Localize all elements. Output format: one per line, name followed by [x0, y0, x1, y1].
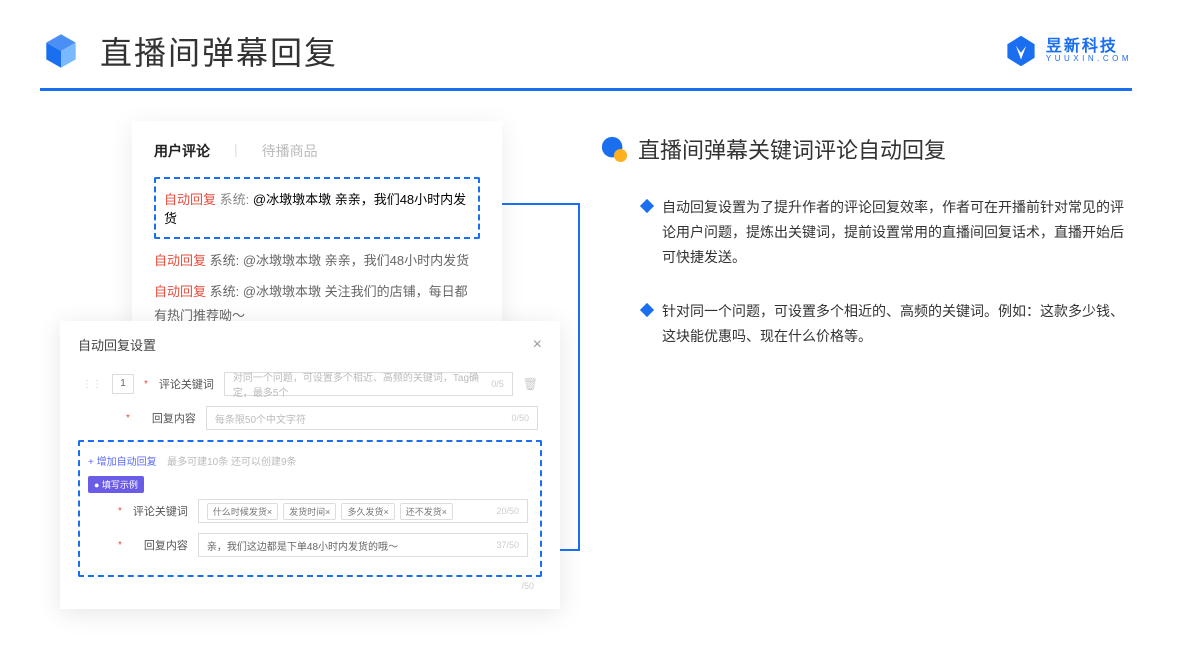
tag-chip[interactable]: 多久发货×: [341, 503, 394, 520]
comments-card: 用户评论 | 待播商品 自动回复 系统: @冰墩墩本墩 亲亲，我们48小时内发货…: [132, 121, 502, 355]
example-box: + 增加自动回复 最多可建10条 还可以创建9条 ● 填写示例 * 评论关键词 …: [78, 440, 542, 577]
tabs: 用户评论 | 待播商品: [154, 141, 480, 161]
keyword-placeholder: 对同一个问题，可设置多个相近、高频的关键词，Tag确定，最多5个: [233, 369, 491, 399]
auto-reply-tag: 自动回复: [154, 253, 206, 268]
content-row: * 回复内容 每条限50个中文字符 0/50: [78, 406, 542, 430]
brand-logo-icon: [1004, 34, 1038, 68]
example-badge: ● 填写示例: [88, 476, 144, 493]
keyword-label: 评论关键词: [158, 376, 214, 392]
auto-reply-tag: 自动回复: [154, 284, 206, 299]
comment-line-2: 自动回复 系统: @冰墩墩本墩 亲亲，我们48小时内发货: [154, 249, 480, 274]
delete-icon[interactable]: 🗑: [523, 377, 538, 391]
connector-line: [502, 203, 580, 205]
header-left: 直播间弹幕回复: [40, 28, 338, 74]
connector-line: [578, 203, 580, 551]
bullet-2: 针对同一个问题，可设置多个相近的、高频的关键词。例如：这款多少钱、这块能优惠吗、…: [600, 299, 1132, 349]
diamond-icon: [640, 199, 654, 213]
content-input[interactable]: 每条限50个中文字符 0/50: [206, 406, 538, 430]
example-keyword-row: * 评论关键词 什么时候发货× 发货时间× 多久发货× 还不发货× 20/50: [88, 499, 532, 523]
tag-chip[interactable]: 什么时候发货×: [207, 503, 278, 520]
bullet-text-1: 自动回复设置为了提升作者的评论回复效率，作者可在开播前针对常见的评论用户问题，提…: [662, 195, 1132, 271]
add-row: + 增加自动回复 最多可建10条 还可以创建9条: [88, 452, 532, 470]
tag-chip[interactable]: 还不发货×: [400, 503, 453, 520]
ex-content-count: 37/50: [496, 540, 519, 550]
section-title: 直播间弹幕关键词评论自动回复: [638, 133, 946, 165]
ex-content-text: 亲，我们这边都是下单48小时内发货的哦～: [207, 538, 398, 553]
close-icon[interactable]: ×: [533, 336, 542, 354]
brand: 昱新科技 YUUXIN.COM: [1004, 34, 1132, 68]
settings-title: 自动回复设置: [78, 335, 156, 354]
ex-keyword-input[interactable]: 什么时候发货× 发货时间× 多久发货× 还不发货× 20/50: [198, 499, 528, 523]
keyword-input[interactable]: 对同一个问题，可设置多个相近、高频的关键词，Tag确定，最多5个 0/5: [224, 372, 513, 396]
content-count: 0/50: [511, 413, 529, 423]
content-label: 回复内容: [140, 410, 196, 426]
keyword-row: ⋮⋮ 1 * 评论关键词 对同一个问题，可设置多个相近、高频的关键词，Tag确定…: [78, 372, 542, 396]
section-title-row: 直播间弹幕关键词评论自动回复: [600, 133, 1132, 165]
connector-line: [560, 549, 580, 551]
outer-count: /50: [78, 581, 542, 591]
bullet-1: 自动回复设置为了提升作者的评论回复效率，作者可在开播前针对常见的评论用户问题，提…: [600, 195, 1132, 271]
add-hint: 最多可建10条 还可以创建9条: [167, 457, 296, 468]
page-title: 直播间弹幕回复: [100, 28, 338, 74]
required-dot: *: [144, 379, 148, 390]
auto-reply-tag: 自动回复: [164, 192, 216, 207]
settings-card: 自动回复设置 × ⋮⋮ 1 * 评论关键词 对同一个问题，可设置多个相近、高频的…: [60, 321, 560, 609]
cube-icon: [40, 30, 82, 72]
tab-pending-goods[interactable]: 待播商品: [262, 141, 318, 161]
tag-chip[interactable]: 发货时间×: [283, 503, 336, 520]
keyword-count: 0/5: [491, 379, 504, 389]
required-dot: *: [126, 413, 130, 424]
ex-kw-count: 20/50: [496, 506, 519, 516]
example-content-row: * 回复内容 亲，我们这边都是下单48小时内发货的哦～ 37/50: [88, 533, 532, 557]
ex-content-input[interactable]: 亲，我们这边都是下单48小时内发货的哦～ 37/50: [198, 533, 528, 557]
ex-keyword-label: 评论关键词: [132, 503, 188, 519]
drag-icon[interactable]: ⋮⋮: [82, 379, 102, 390]
tab-user-comments[interactable]: 用户评论: [154, 141, 210, 161]
content-placeholder: 每条限50个中文字符: [215, 411, 306, 426]
brand-name-en: YUUXIN.COM: [1046, 55, 1132, 64]
brand-name-cn: 昱新科技: [1046, 38, 1132, 56]
system-label: 系统:: [220, 192, 250, 207]
tab-separator: |: [234, 141, 238, 161]
add-auto-reply-link[interactable]: + 增加自动回复: [88, 457, 157, 468]
comment-text: 系统: @冰墩墩本墩 亲亲，我们48小时内发货: [210, 253, 470, 268]
content: 用户评论 | 待播商品 自动回复 系统: @冰墩墩本墩 亲亲，我们48小时内发货…: [0, 91, 1180, 377]
highlighted-comment: 自动回复 系统: @冰墩墩本墩 亲亲，我们48小时内发货: [154, 177, 480, 239]
page-header: 直播间弹幕回复 昱新科技 YUUXIN.COM: [0, 0, 1180, 74]
left-panel: 用户评论 | 待播商品 自动回复 系统: @冰墩墩本墩 亲亲，我们48小时内发货…: [60, 121, 540, 377]
diamond-icon: [640, 302, 654, 316]
bullet-text-2: 针对同一个问题，可设置多个相近的、高频的关键词。例如：这款多少钱、这块能优惠吗、…: [662, 299, 1132, 349]
settings-header: 自动回复设置 ×: [78, 335, 542, 354]
chat-bubble-icon: [600, 135, 628, 163]
right-panel: 直播间弹幕关键词评论自动回复 自动回复设置为了提升作者的评论回复效率，作者可在开…: [600, 121, 1132, 377]
ex-content-label: 回复内容: [132, 537, 188, 553]
brand-text: 昱新科技 YUUXIN.COM: [1046, 38, 1132, 64]
required-dot: *: [118, 540, 122, 551]
required-dot: *: [118, 506, 122, 517]
field-number: 1: [112, 374, 134, 394]
